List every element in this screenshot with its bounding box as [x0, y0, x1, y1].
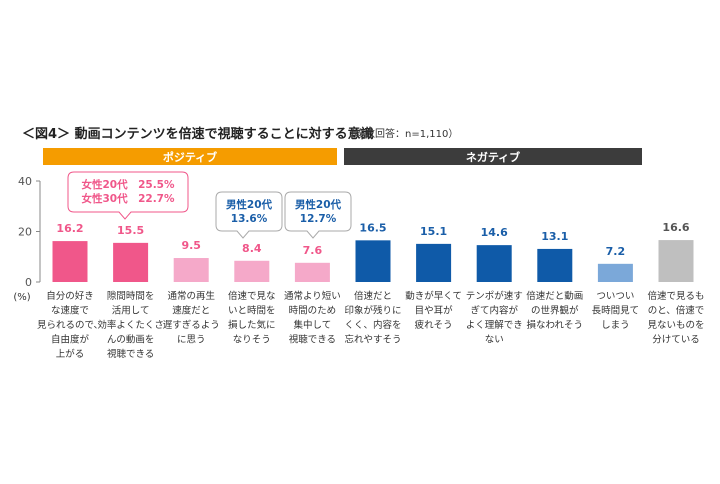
data-label: 15.5	[117, 224, 144, 237]
bar	[537, 248, 573, 282]
category-label: ない	[485, 335, 504, 346]
data-label: 13.1	[541, 230, 568, 243]
data-label: 15.1	[420, 225, 447, 238]
y-tick-label: 0	[25, 276, 32, 289]
category-label: 視聴できる	[107, 348, 154, 360]
category-label: なりそう	[233, 335, 271, 346]
y-tick-label: 40	[18, 175, 32, 188]
category-label: 分けている	[652, 335, 700, 346]
data-label: 16.2	[56, 222, 83, 235]
data-label: 16.5	[359, 221, 386, 234]
callout-text: 男性20代	[295, 198, 342, 211]
category-label: 見られるので、	[37, 320, 103, 331]
callout-text: 男性20代	[226, 198, 273, 211]
category-label: 動きが早くて	[405, 290, 462, 302]
category-label: 自由度が	[51, 334, 90, 346]
category-label: 疲れそう	[415, 319, 453, 331]
category-label: 上がる	[56, 348, 85, 360]
bar	[355, 240, 391, 282]
callout-bubble	[67, 171, 189, 220]
category-label: 効率よくたくさ	[97, 319, 164, 331]
group-header-bar	[344, 148, 642, 165]
data-label: 16.6	[662, 221, 689, 234]
category-label: んの動画を	[107, 335, 155, 346]
data-label: 7.2	[606, 245, 626, 258]
category-label: のと、倍速で	[648, 305, 705, 317]
callout-text: 女性30代 22.7%	[81, 192, 175, 205]
category-label: 隙間時間を	[107, 290, 155, 302]
category-label: くく、内容を	[344, 319, 401, 331]
callout-bubble	[215, 191, 283, 239]
category-label: 時間のため	[289, 306, 337, 317]
group-header-label: ポジティブ	[163, 150, 217, 164]
bar	[173, 258, 209, 282]
callout-bubble	[284, 191, 352, 239]
bar	[476, 245, 512, 282]
chart-title: ＜図4＞ 動画コンテンツを倍速で視聴することに対する意識	[22, 126, 374, 142]
category-label: テンポが速す	[466, 290, 523, 302]
category-label: 速度だと	[172, 305, 210, 317]
category-label: 通常の再生	[167, 290, 215, 302]
data-label: 9.5	[181, 239, 201, 252]
category-label: 倍速で見るも	[647, 290, 704, 302]
bar	[234, 260, 270, 282]
category-label: 活用して	[112, 305, 150, 317]
category-label: 通常より短い	[284, 290, 341, 302]
category-label: よく理解でき	[466, 319, 523, 331]
bar	[658, 240, 694, 282]
bar	[52, 241, 88, 282]
category-label: 損なわれそう	[527, 319, 584, 331]
group-header-label: ネガティブ	[466, 150, 520, 164]
category-label: 忘れやすそう	[344, 334, 401, 346]
category-label: な速度で	[51, 305, 89, 317]
category-label: 倍速だと	[354, 290, 392, 302]
callout-text: 女性20代 25.5%	[81, 178, 175, 191]
bar	[113, 242, 149, 282]
data-label: 14.6	[481, 226, 508, 239]
category-label: 遅すぎるよう	[163, 319, 220, 331]
category-label: 倍速で見な	[228, 290, 276, 302]
bar	[416, 243, 452, 282]
chart-subtitle: （複数回答：n=1,110）	[345, 127, 458, 140]
data-label: 7.6	[303, 244, 323, 257]
category-label: 倍速だと動画	[526, 290, 583, 302]
category-label: 長時間見て	[592, 306, 640, 317]
category-label: 印象が残りに	[344, 305, 401, 317]
category-label: に思う	[177, 335, 206, 346]
y-axis-unit: (%)	[13, 292, 30, 303]
category-label: しまう	[601, 320, 630, 331]
bar	[294, 262, 330, 282]
category-label: 集中して	[294, 319, 332, 331]
category-label: 目や耳が	[415, 305, 454, 317]
callout-text: 13.6%	[231, 213, 268, 225]
y-tick-label: 20	[18, 226, 32, 239]
category-label: ぎて内容が	[470, 305, 518, 317]
category-label: 損した気に	[228, 319, 276, 331]
category-label: の世界観が	[531, 305, 579, 317]
group-header-bar	[43, 148, 337, 165]
bar	[597, 263, 633, 282]
category-label: 見ないものを	[647, 320, 704, 331]
callout-text: 12.7%	[300, 213, 337, 225]
category-label: 視聴できる	[289, 334, 336, 346]
category-label: いと時間を	[228, 306, 276, 317]
category-label: ついつい	[596, 291, 634, 302]
data-label: 8.4	[242, 242, 262, 255]
category-label: 自分の好き	[46, 290, 94, 302]
